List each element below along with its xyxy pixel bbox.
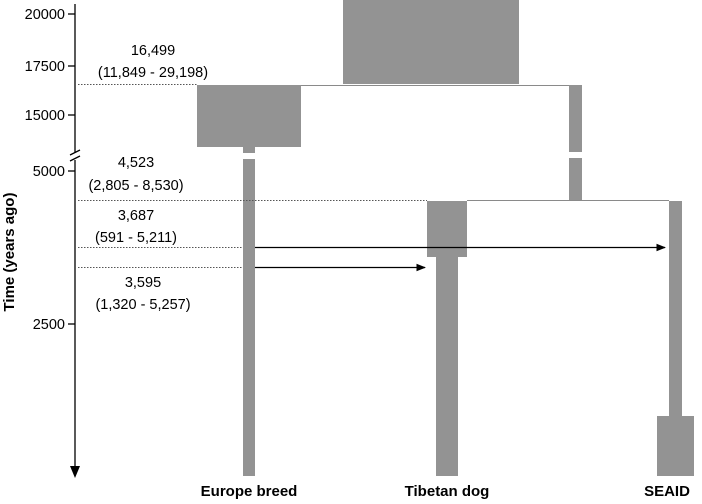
europe-breed-lineage bbox=[243, 147, 255, 153]
axis-title: Time (years ago) bbox=[1, 193, 18, 312]
europe-ancestor-block bbox=[197, 85, 301, 147]
event-range-3595: (1,320 - 5,257) bbox=[95, 297, 190, 313]
time-axis: 20000 17500 15000 5000 2500 Time (years … bbox=[1, 4, 81, 478]
east-ancestor-lineage-lower bbox=[569, 158, 582, 200]
seaid-expansion-block bbox=[657, 416, 694, 476]
tick-label-5000: 5000 bbox=[33, 164, 65, 180]
east-ancestor-lineage bbox=[569, 85, 582, 152]
population-blocks bbox=[197, 0, 694, 476]
split-lines bbox=[301, 85, 669, 201]
axis-arrowhead bbox=[70, 466, 80, 478]
label-seaid: SEAID bbox=[644, 483, 690, 500]
tick-label-15000: 15000 bbox=[25, 108, 65, 124]
time-guides bbox=[78, 84, 427, 268]
event-estimate-3595: 3,595 bbox=[125, 275, 161, 291]
tick-label-20000: 20000 bbox=[25, 7, 65, 23]
label-europe-breed: Europe breed bbox=[201, 483, 298, 500]
tick-label-17500: 17500 bbox=[25, 59, 65, 75]
label-tibetan-dog: Tibetan dog bbox=[405, 483, 490, 500]
population-labels: Europe breed Tibetan dog SEAID bbox=[201, 483, 690, 500]
tick-label-2500: 2500 bbox=[33, 317, 65, 333]
event-range-4523: (2,805 - 8,530) bbox=[88, 178, 183, 194]
axis-break-marks bbox=[69, 149, 81, 162]
tibetan-dog-lineage bbox=[436, 257, 458, 476]
event-annotations: 16,499 (11,849 - 29,198) 4,523 (2,805 - … bbox=[88, 43, 208, 313]
event-estimate-4523: 4,523 bbox=[118, 155, 154, 171]
event-range-16499: (11,849 - 29,198) bbox=[98, 65, 208, 81]
ancestral-population-block bbox=[343, 0, 519, 84]
seaid-lineage bbox=[669, 201, 682, 416]
tibetan-founder-block bbox=[427, 201, 467, 257]
migration-arrows bbox=[255, 243, 666, 272]
event-range-3687: (591 - 5,211) bbox=[95, 230, 177, 246]
event-estimate-16499: 16,499 bbox=[131, 43, 175, 59]
event-estimate-3687: 3,687 bbox=[118, 208, 154, 224]
europe-breed-lineage-lower bbox=[243, 159, 255, 476]
